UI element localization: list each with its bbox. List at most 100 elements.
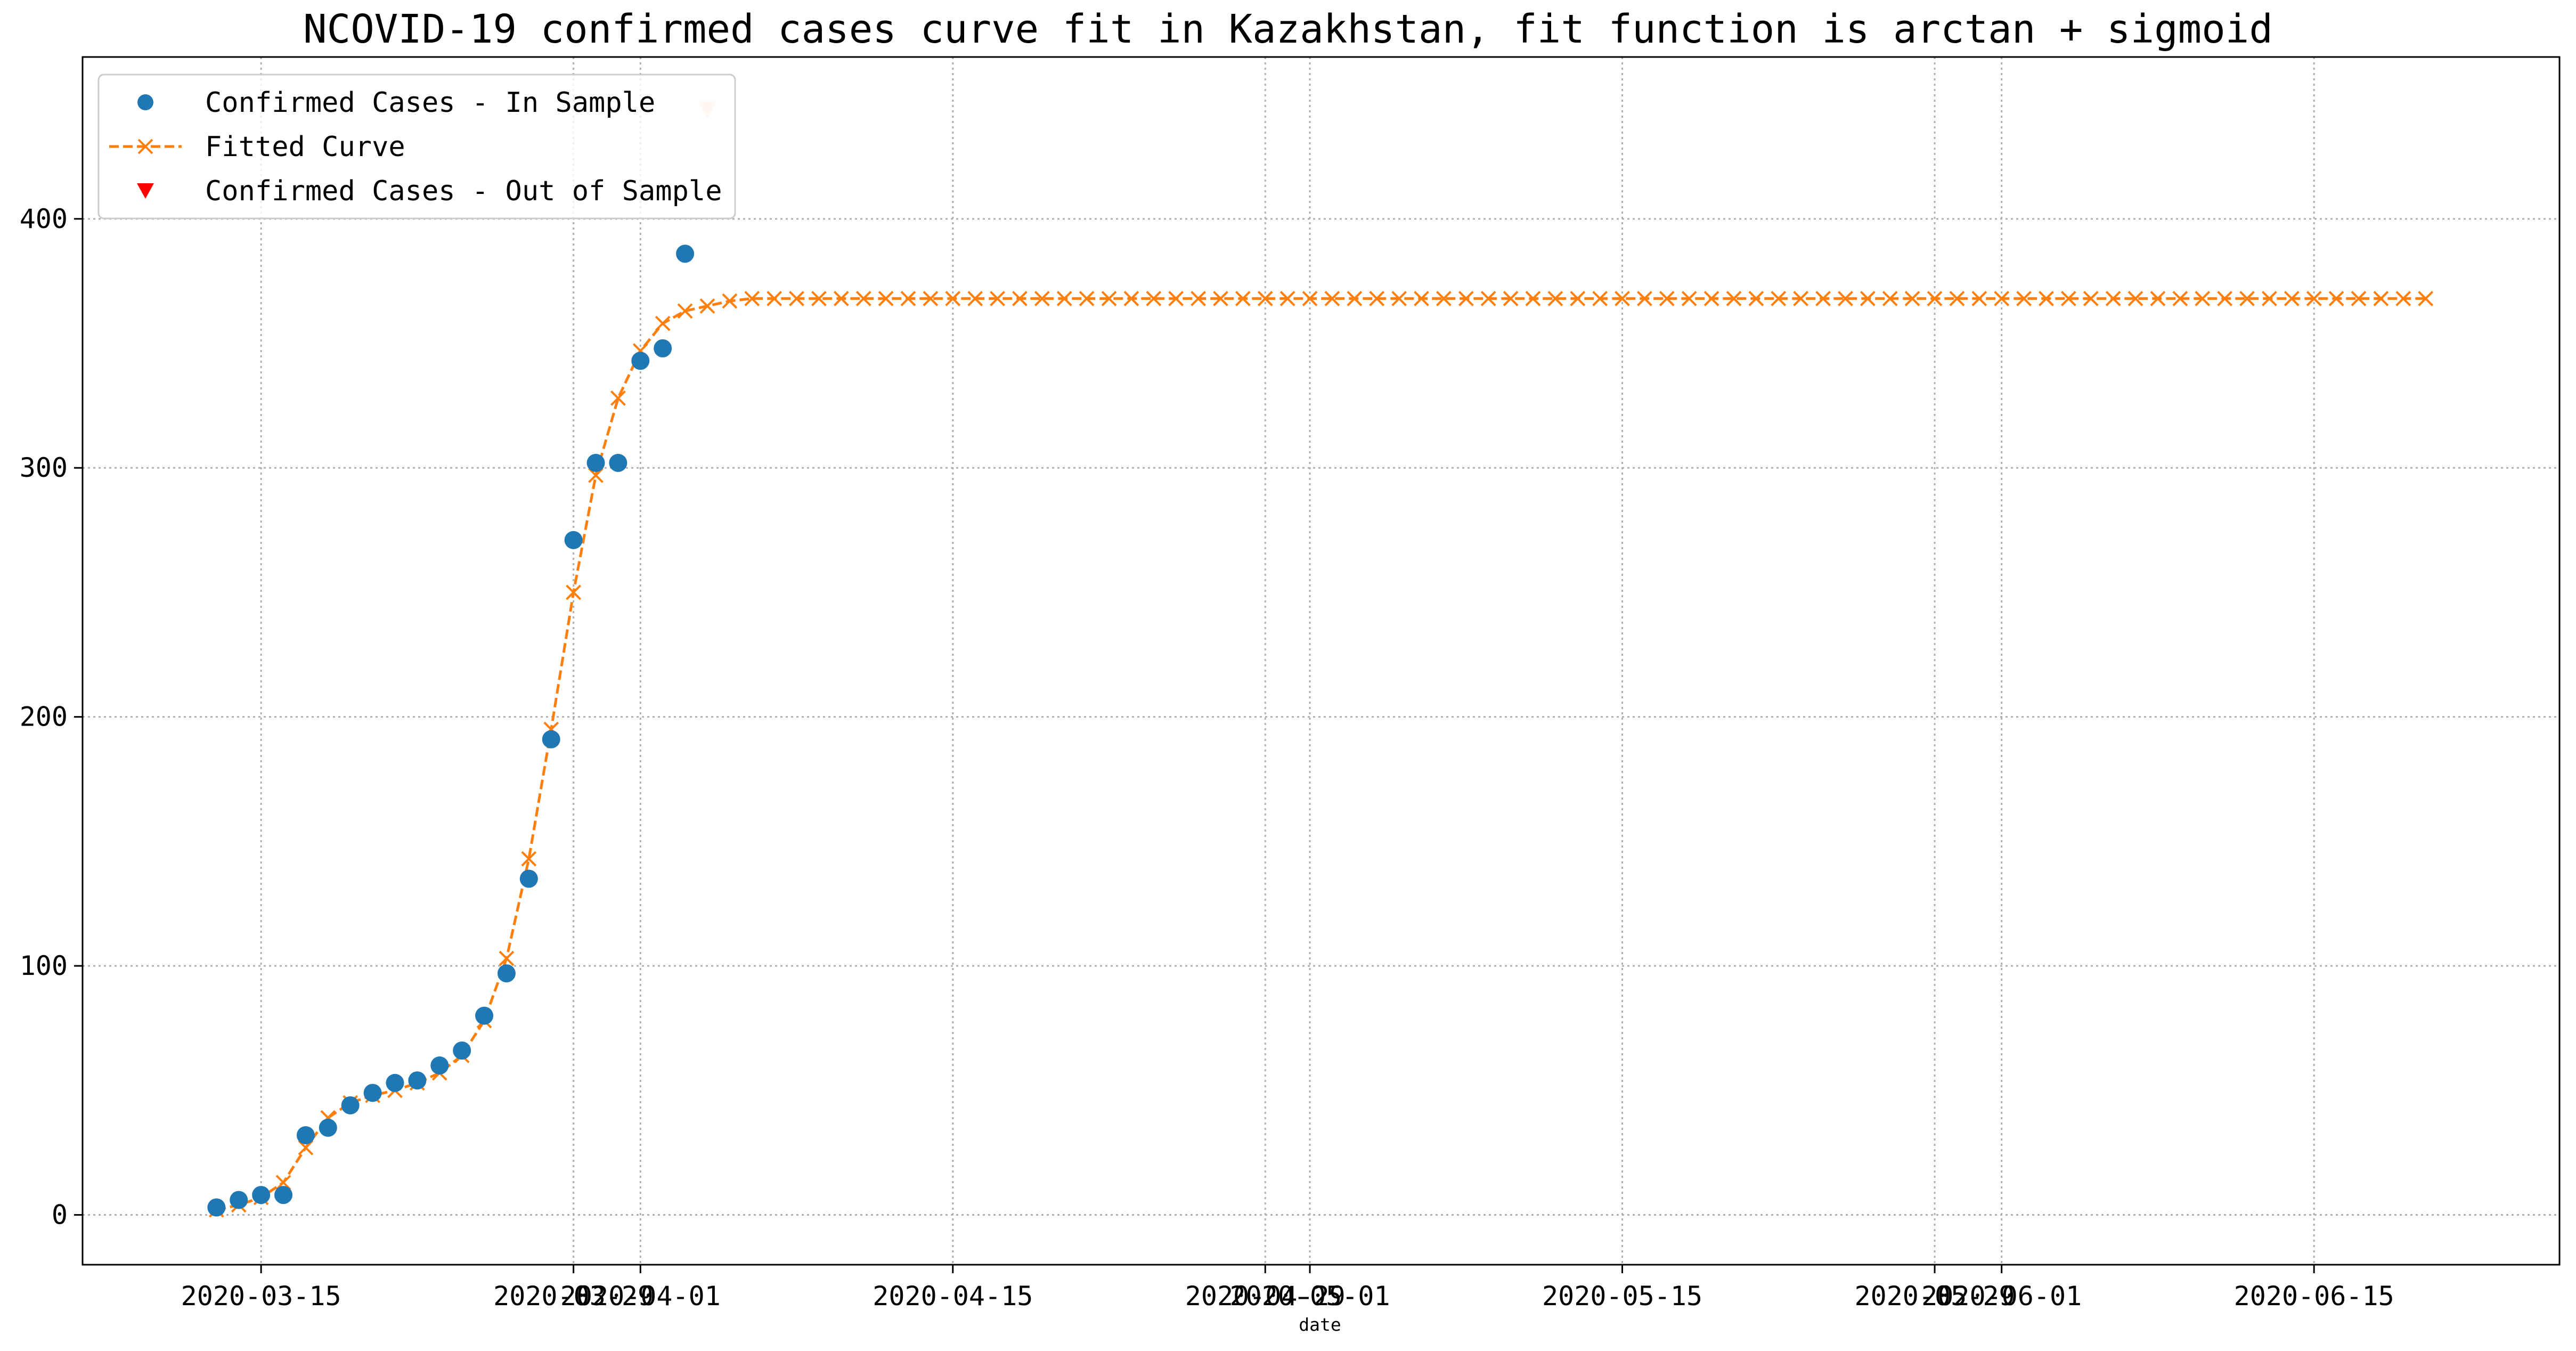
legend-fitted-marker bbox=[137, 139, 153, 154]
fitted-curve-point bbox=[811, 290, 827, 306]
fitted-curve-point bbox=[833, 290, 849, 306]
fitted-curve-point bbox=[2351, 290, 2367, 306]
fitted-curve-point bbox=[722, 293, 738, 309]
fitted-curve-point bbox=[1101, 290, 1117, 306]
fitted-curve-point bbox=[1391, 290, 1407, 306]
fitted-curve-point bbox=[1771, 290, 1787, 306]
in-sample-point bbox=[408, 1071, 427, 1090]
in-sample-point bbox=[319, 1118, 337, 1137]
fitted-curve-point bbox=[1994, 290, 2010, 306]
fitted-curve-point bbox=[2217, 290, 2233, 306]
fitted-curve-line bbox=[216, 297, 2426, 1211]
in-sample-point bbox=[676, 245, 695, 263]
in-sample-point bbox=[631, 352, 650, 370]
fitted-curve-point bbox=[878, 290, 894, 306]
fitted-curve-point bbox=[1012, 290, 1028, 306]
fitted-curve-point bbox=[521, 851, 537, 867]
fitted-curve-point bbox=[2306, 290, 2322, 306]
fitted-curve-point bbox=[1436, 290, 1452, 306]
fitted-curve-point bbox=[699, 298, 715, 314]
fitted-curve-point bbox=[2284, 290, 2300, 306]
chart-title: NCOVID-19 confirmed cases curve fit in K… bbox=[303, 6, 2273, 52]
x-tick-label: 2020-05-29 bbox=[1855, 1281, 2015, 1312]
x-axis-label: date bbox=[1299, 1314, 1341, 1335]
fitted-curve-point bbox=[1547, 290, 1563, 306]
legend: Confirmed Cases - In Sample Fitted Curve C… bbox=[97, 74, 736, 219]
y-tick-label: 0 bbox=[52, 1200, 68, 1231]
fitted-curve-point bbox=[1123, 290, 1139, 306]
fitted-curve-point bbox=[298, 1140, 314, 1155]
fitted-curve-point bbox=[275, 1175, 291, 1191]
in-sample-point bbox=[207, 1198, 226, 1217]
fitted-curve-point bbox=[1860, 290, 1876, 306]
x-tick-label: 2020-03-15 bbox=[181, 1281, 341, 1312]
in-sample-point bbox=[542, 730, 560, 748]
fitted-curve-point bbox=[1347, 290, 1363, 306]
fitted-curve-point bbox=[2105, 290, 2121, 306]
fitted-curve-point bbox=[1971, 290, 1987, 306]
fitted-curve-point bbox=[744, 290, 760, 306]
fitted-curve-point bbox=[2395, 290, 2411, 306]
fitted-curve-point bbox=[1681, 290, 1697, 306]
in-sample-point bbox=[586, 453, 605, 472]
fitted-curve-point bbox=[1146, 290, 1162, 306]
in-sample-point bbox=[386, 1073, 404, 1092]
fitted-curve-point bbox=[2150, 290, 2166, 306]
fitted-curve-point bbox=[923, 290, 939, 306]
in-sample-point bbox=[341, 1096, 360, 1114]
in-sample-point bbox=[609, 453, 627, 472]
fitted-curve-point bbox=[1637, 290, 1652, 306]
x-tick-label: 2020-03-29 bbox=[493, 1281, 654, 1312]
fitted-curve-point bbox=[1034, 290, 1050, 306]
fitted-curve-point bbox=[1279, 290, 1295, 306]
fitted-curve-point bbox=[1525, 290, 1541, 306]
fitted-curve-point bbox=[1324, 290, 1340, 306]
fitted-curve-point bbox=[655, 315, 671, 331]
in-sample-point bbox=[497, 964, 516, 983]
fitted-curve-point bbox=[610, 390, 626, 406]
fitted-curve-point bbox=[1414, 290, 1429, 306]
fitted-curve-point bbox=[1079, 290, 1095, 306]
fitted-curve-point bbox=[1615, 290, 1630, 306]
x-tick-label: 2020-04-29 bbox=[1185, 1281, 1346, 1312]
fitted-curve-point bbox=[1748, 290, 1764, 306]
fitted-curve-point bbox=[967, 290, 983, 306]
fitted-curve-point bbox=[1904, 290, 1920, 306]
fitted-curve-point bbox=[1168, 290, 1184, 306]
legend-in-sample-marker bbox=[137, 94, 153, 110]
in-sample-point bbox=[654, 339, 672, 357]
y-tick-label: 100 bbox=[20, 950, 68, 981]
fitted-curve-point bbox=[1927, 290, 1943, 306]
fitted-curve-point bbox=[1592, 290, 1608, 306]
in-sample-point bbox=[564, 531, 583, 549]
fitted-curve-point bbox=[2127, 290, 2143, 306]
x-tick-label: 2020-04-01 bbox=[560, 1281, 721, 1312]
fitted-curve-point bbox=[2060, 290, 2076, 306]
legend-label: Confirmed Cases - Out of Sample bbox=[205, 175, 722, 207]
y-tick-label: 400 bbox=[20, 204, 68, 234]
fitted-curve-point bbox=[2039, 290, 2054, 306]
legend-label: Confirmed Cases - In Sample bbox=[205, 87, 655, 119]
x-tick-label: 2020-06-01 bbox=[1921, 1281, 2082, 1312]
in-sample-point bbox=[274, 1186, 293, 1204]
fitted-curve-point bbox=[1503, 290, 1519, 306]
fitted-curve-point bbox=[767, 290, 782, 306]
fitted-curve-point bbox=[1659, 290, 1675, 306]
fitted-curve-point bbox=[2373, 290, 2389, 306]
fitted-curve-point bbox=[1235, 290, 1251, 306]
fitted-curve-point bbox=[789, 290, 804, 306]
grid-layer bbox=[83, 57, 2559, 1265]
legend-out-of-sample-marker bbox=[137, 183, 154, 199]
fitted-curve-point bbox=[1056, 290, 1072, 306]
in-sample-point bbox=[519, 869, 538, 888]
in-sample-point bbox=[475, 1006, 494, 1025]
fitted-curve-point bbox=[2083, 290, 2099, 306]
fitted-curve-point bbox=[990, 290, 1005, 306]
fitted-curve-point bbox=[1458, 290, 1474, 306]
fitted-curve-point bbox=[499, 950, 515, 966]
in-sample-point bbox=[363, 1084, 382, 1102]
y-tick-label: 300 bbox=[20, 452, 68, 483]
legend-label: Fitted Curve bbox=[205, 131, 405, 163]
